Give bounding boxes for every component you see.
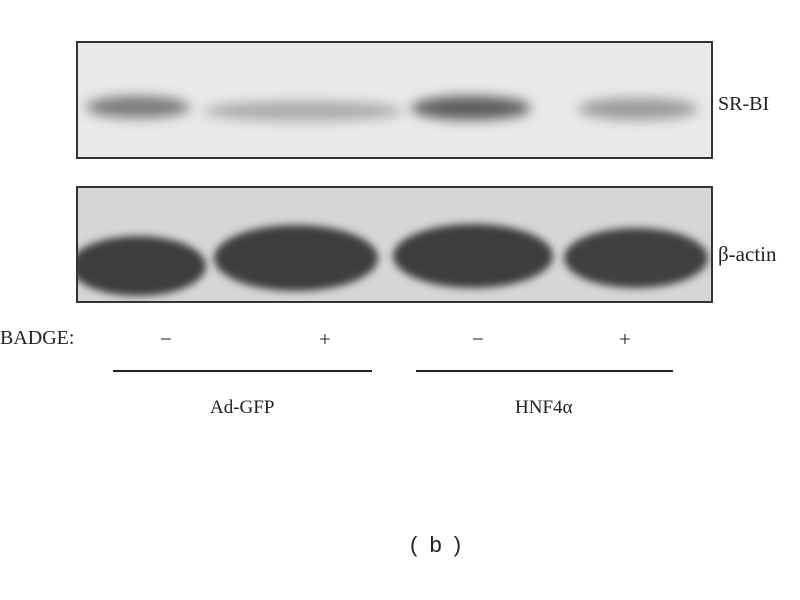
sr-bi-bands <box>86 96 698 121</box>
band-lane-2 <box>214 225 378 291</box>
group-label-ad-gfp: Ad-GFP <box>210 397 275 418</box>
beta-actin-bands <box>78 224 708 296</box>
band-lane-2 <box>203 101 403 121</box>
group-divider-hnf4a <box>416 370 673 372</box>
lane-4-sign: + <box>619 327 631 351</box>
group-divider-ad-gfp <box>113 370 372 372</box>
lane-1-sign: − <box>160 327 172 351</box>
badge-label: BADGE: <box>0 327 75 349</box>
band-lane-3 <box>411 96 531 120</box>
band-lane-3 <box>393 224 553 288</box>
beta-actin-label: β-actin <box>718 242 777 266</box>
lane-2-sign: + <box>319 327 331 351</box>
band-lane-4 <box>564 228 708 288</box>
panel-label: ( b ) <box>410 532 465 557</box>
sr-bi-label: SR-BI <box>718 93 770 115</box>
sr-bi-blot <box>76 41 713 159</box>
beta-actin-blot <box>76 186 713 303</box>
group-label-hnf4a: HNF4α <box>515 397 573 418</box>
lane-3-sign: − <box>472 327 484 351</box>
band-lane-4 <box>578 98 698 120</box>
band-lane-1 <box>78 236 206 296</box>
band-lane-1 <box>86 96 190 118</box>
